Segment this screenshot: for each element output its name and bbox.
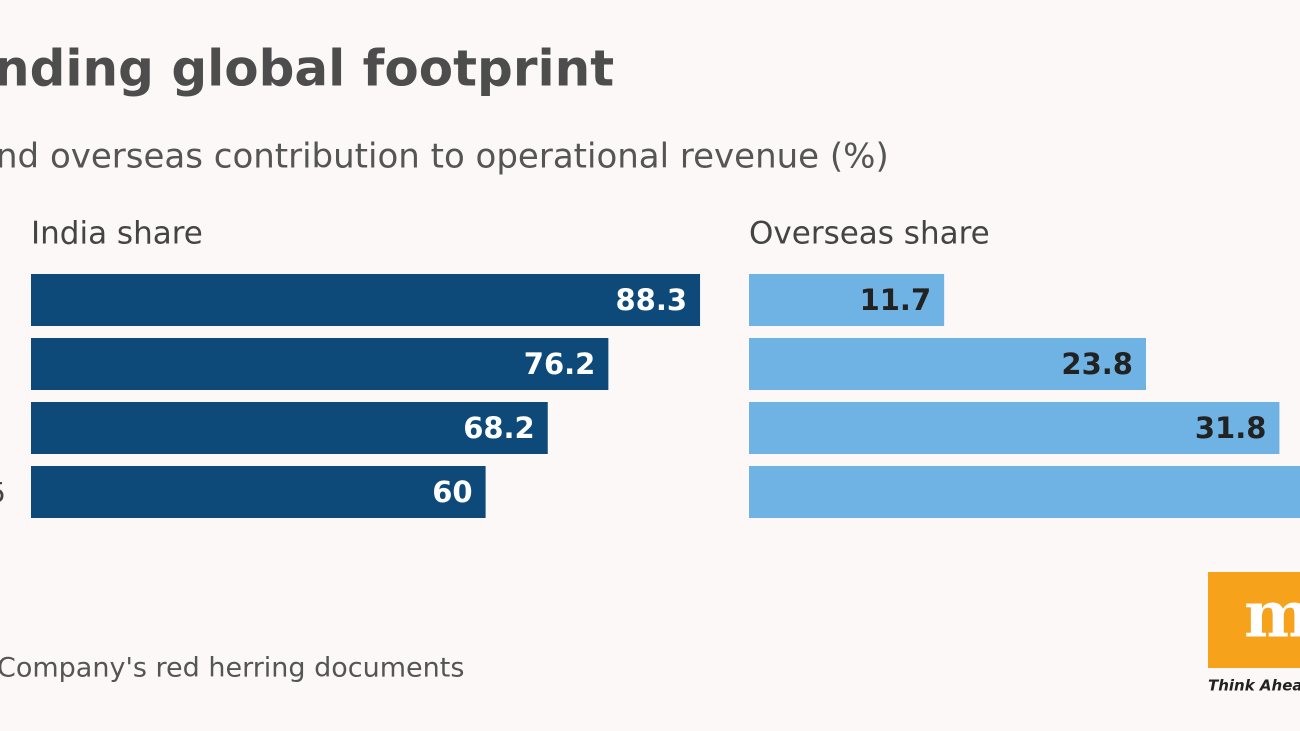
logo-mark: m [1244, 578, 1300, 653]
bar [749, 466, 1300, 518]
logo-tagline: Think Ahead [1208, 677, 1300, 695]
bar [31, 466, 486, 518]
chart-subtitle: nd overseas contribution to operational … [0, 137, 889, 177]
category-label: 5 [0, 476, 6, 509]
value-label: 88.3 [615, 283, 687, 317]
panel-title: India share [31, 216, 203, 252]
value-label: 60 [432, 475, 472, 509]
bar [31, 274, 701, 326]
value-label: 31.8 [1195, 411, 1267, 445]
value-label: 23.8 [1061, 347, 1133, 381]
bar [749, 274, 945, 326]
source: Company's red herring documents [0, 653, 464, 684]
chart-title: nding global footprint [0, 40, 614, 98]
bar [749, 402, 1280, 454]
bar [749, 338, 1146, 390]
bar [31, 338, 609, 390]
value-label: 11.7 [860, 283, 932, 317]
value-label: 68.2 [463, 411, 535, 445]
bar [31, 402, 548, 454]
panel-title: Overseas share [749, 216, 990, 252]
logo-box [1208, 572, 1300, 668]
value-label: 76.2 [524, 347, 596, 381]
